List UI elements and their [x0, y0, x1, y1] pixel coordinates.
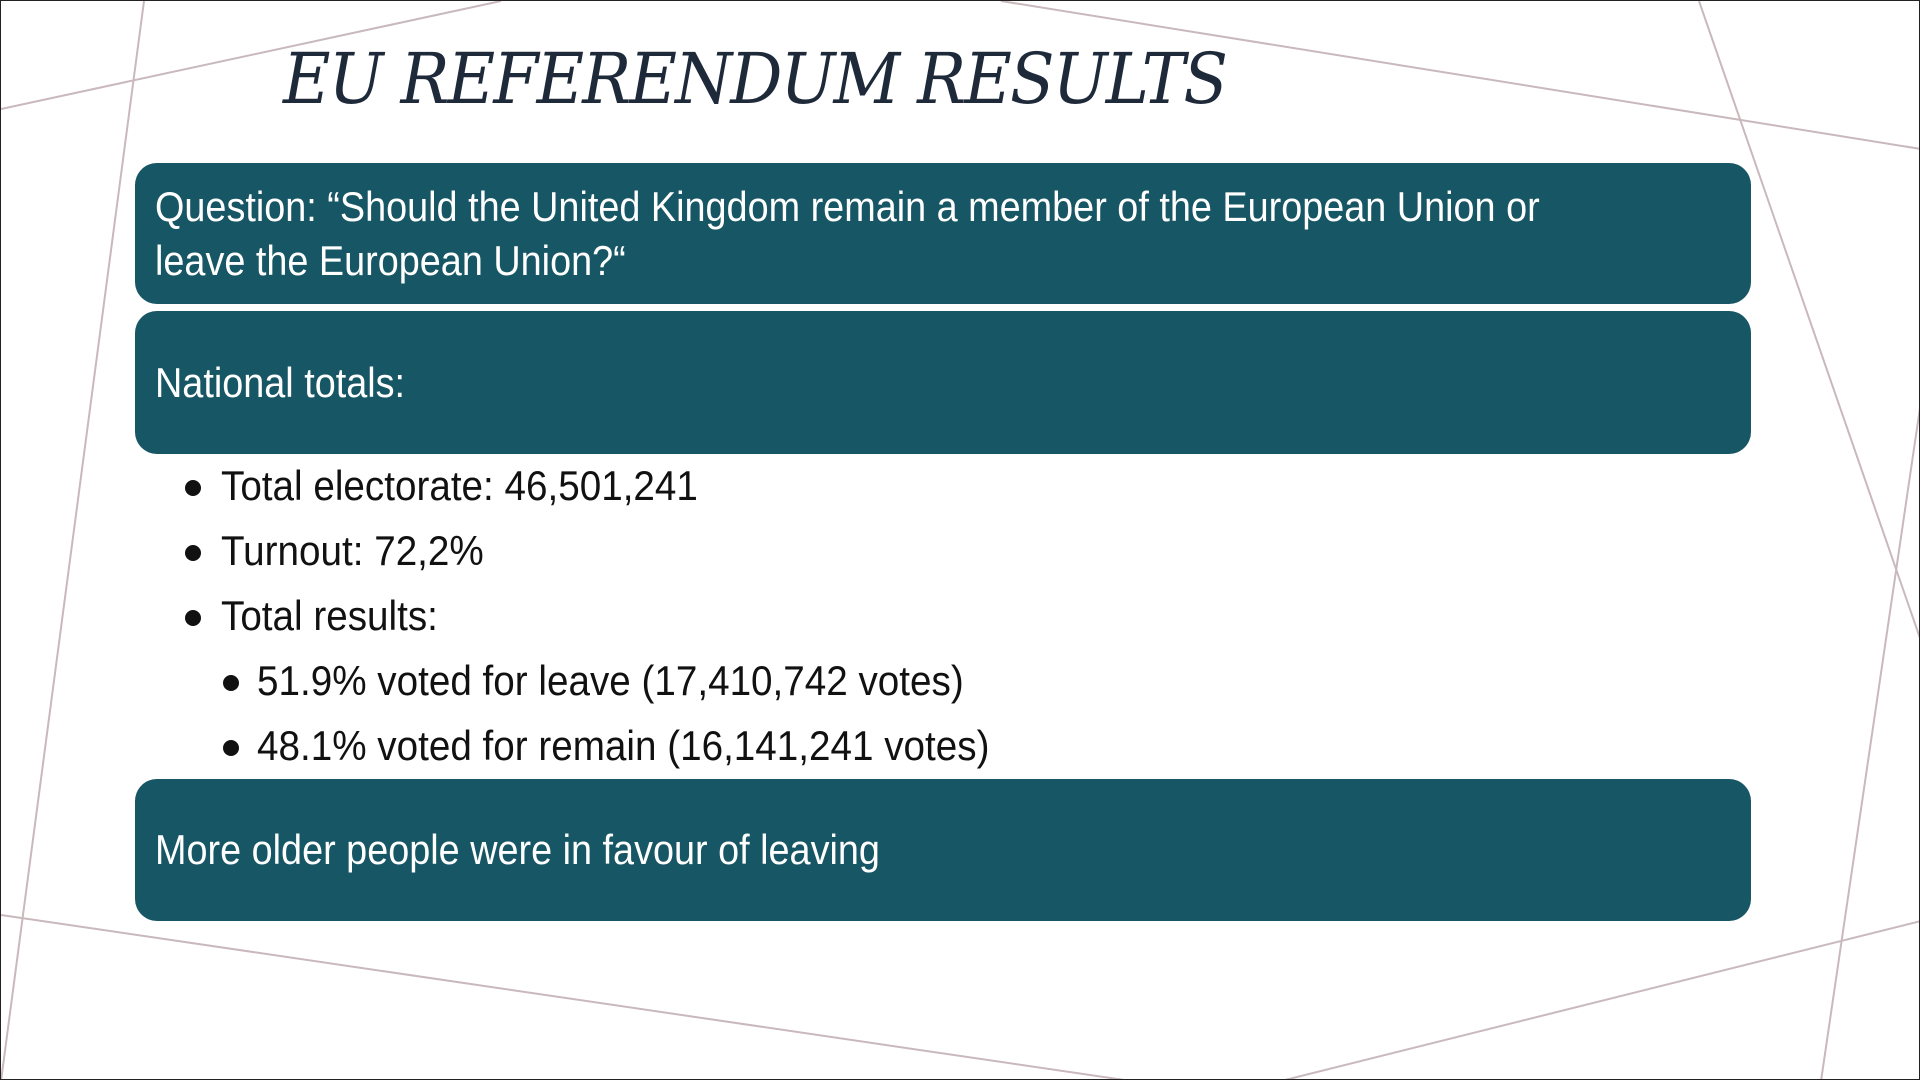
list-item: Total results: [185, 586, 1053, 651]
national-totals-box: National totals: [135, 311, 1751, 454]
footer-box: More older people were in favour of leav… [135, 779, 1751, 921]
question-box: Question: “Should the United Kingdom rem… [135, 163, 1751, 304]
slide-title: EU REFERENDUM RESULTS [283, 38, 1228, 120]
sub-list-item: 51.9% voted for leave (17,410,742 votes) [185, 651, 1053, 716]
results-list: Total electorate: 46,501,241 Turnout: 72… [185, 456, 1053, 781]
list-item: Turnout: 72,2% [185, 521, 1053, 586]
list-item: Total electorate: 46,501,241 [185, 456, 1053, 521]
question-text: Question: “Should the United Kingdom rem… [155, 182, 1540, 284]
sub-list-item: 48.1% voted for remain (16,141,241 votes… [185, 716, 1053, 781]
national-totals-text: National totals: [155, 358, 406, 406]
footer-text: More older people were in favour of leav… [155, 826, 880, 873]
